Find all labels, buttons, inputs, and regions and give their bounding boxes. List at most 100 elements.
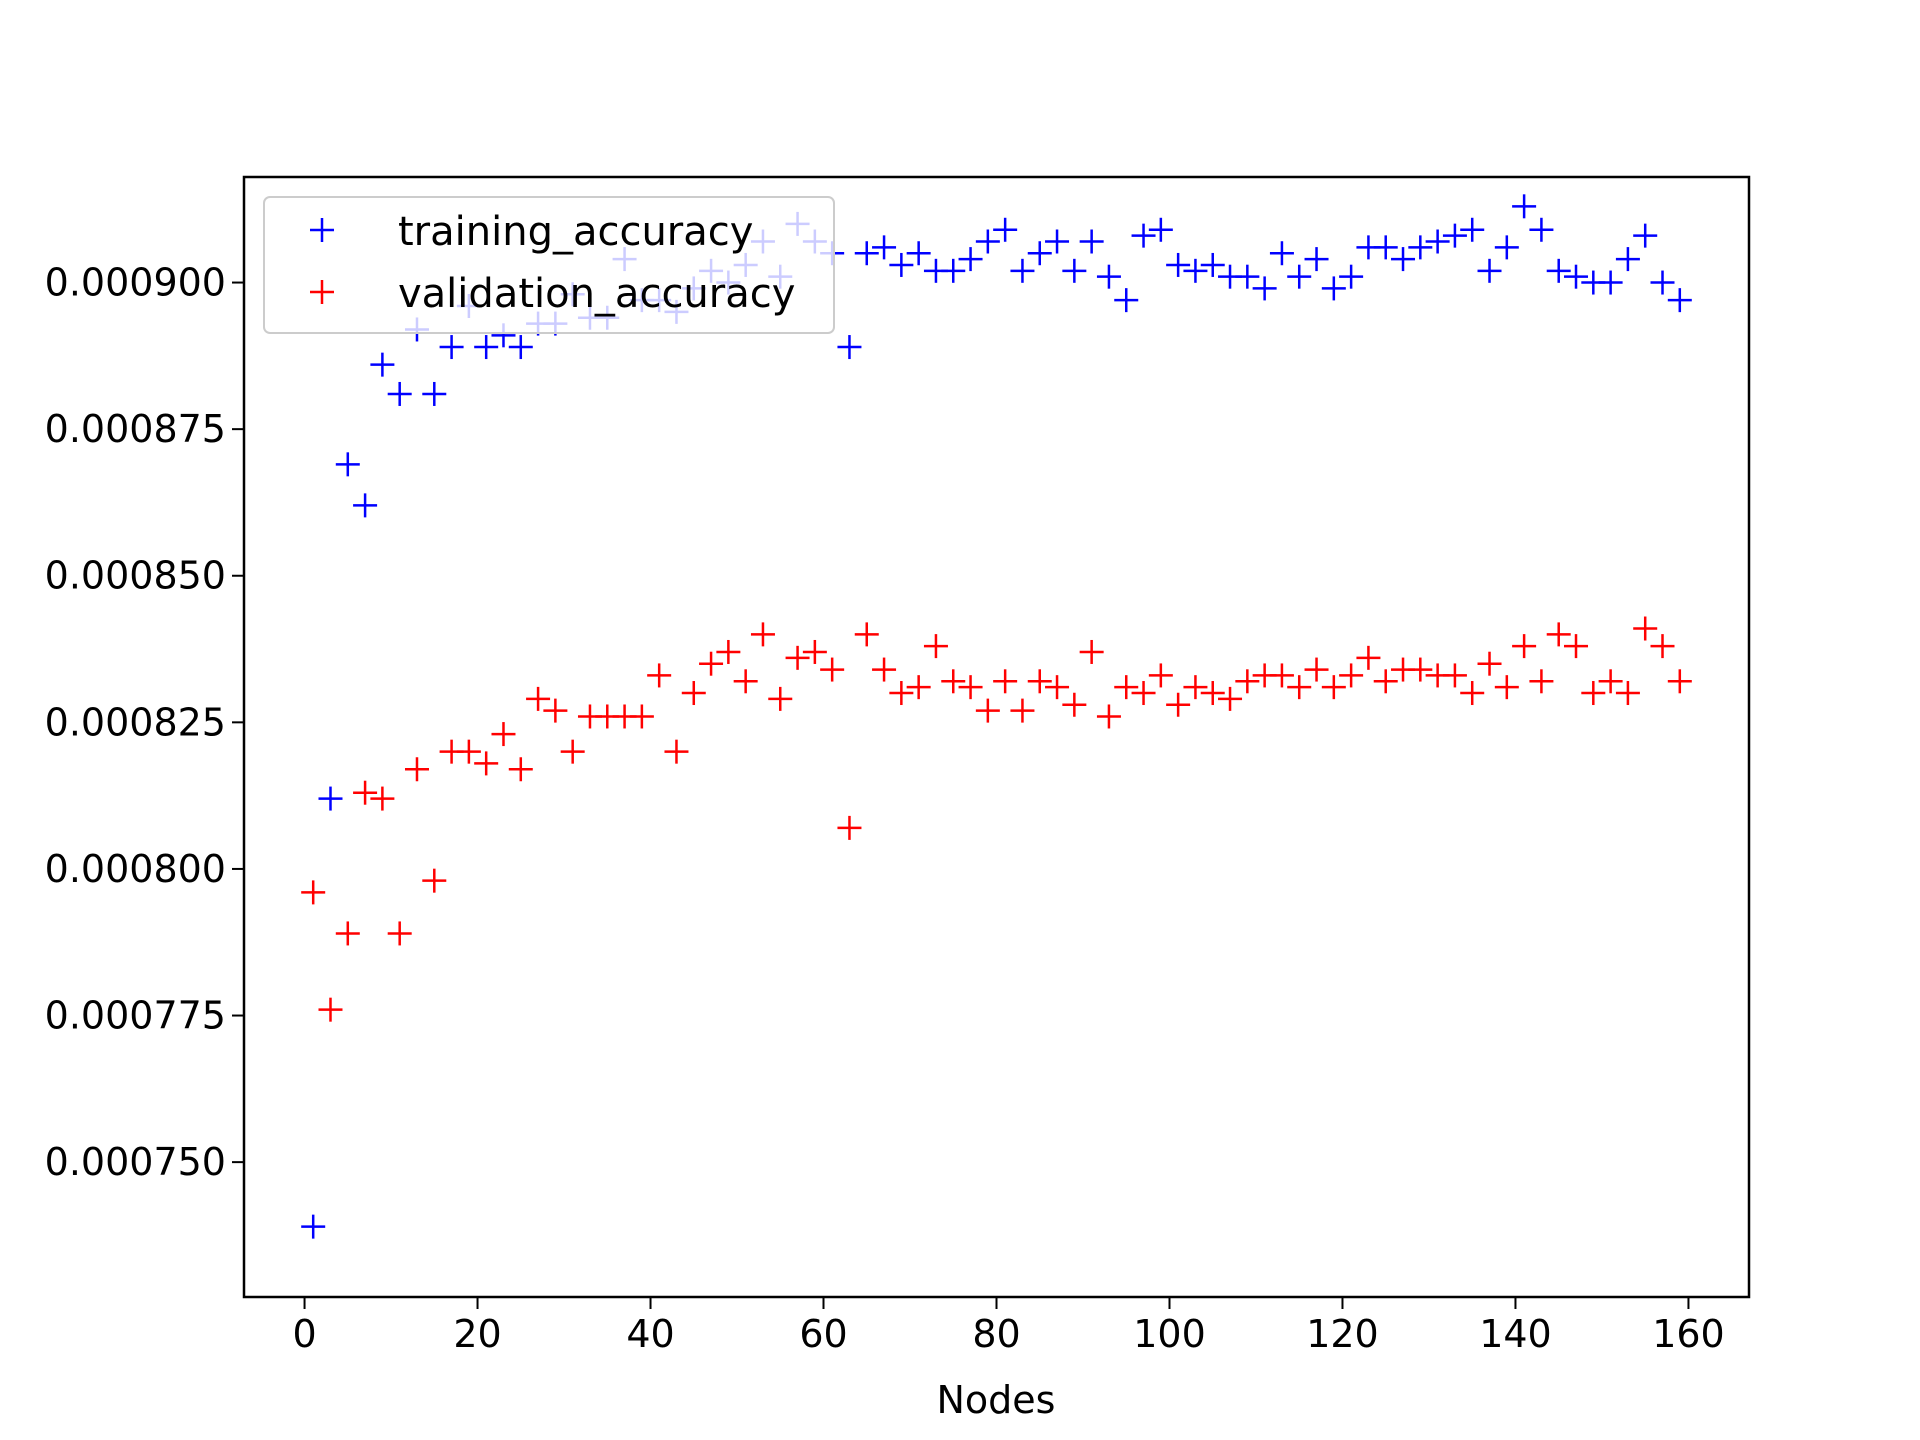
y-tick-label: 0.000875 [45, 407, 226, 451]
data-point [508, 757, 533, 782]
data-point [1373, 235, 1398, 260]
data-point [958, 675, 983, 700]
plot-area-frame [242, 175, 1751, 1299]
data-point [1235, 264, 1260, 289]
data-point [1391, 247, 1416, 272]
y-tick-label: 0.000900 [45, 261, 226, 305]
data-point [975, 698, 1000, 723]
data-point [647, 663, 672, 688]
data-point [1131, 681, 1156, 706]
data-point [1235, 669, 1260, 694]
series-validation_accuracy [301, 616, 1692, 1022]
x-tick-label: 100 [1133, 1312, 1206, 1356]
data-point [335, 921, 360, 946]
data-point [1114, 288, 1139, 313]
data-point [1114, 675, 1139, 700]
y-tick-label: 0.000850 [45, 554, 226, 598]
data-point [1650, 270, 1675, 295]
data-point [889, 252, 914, 277]
data-point [872, 235, 897, 260]
data-point [1529, 217, 1554, 242]
data-point [1321, 276, 1346, 301]
data-point [837, 815, 862, 840]
data-point [733, 669, 758, 694]
data-point [1598, 270, 1623, 295]
data-point [1339, 264, 1364, 289]
data-point [699, 651, 724, 676]
data-point [664, 739, 689, 764]
data-point [404, 757, 429, 782]
data-point [1062, 692, 1087, 717]
data-point [906, 675, 931, 700]
data-point [1529, 669, 1554, 694]
data-point [439, 335, 464, 360]
data-point [958, 247, 983, 272]
data-point [1062, 258, 1087, 283]
legend-marker-glyph [310, 280, 334, 304]
data-point [1564, 264, 1589, 289]
data-point [370, 352, 395, 377]
data-point [1598, 669, 1623, 694]
x-axis-ticks: 0 20 40 60 80 100 120 140 160 [292, 1297, 1725, 1356]
data-point [1667, 669, 1692, 694]
y-tick-label: 0.000750 [45, 1140, 226, 1184]
data-point [526, 686, 551, 711]
data-point [1304, 657, 1329, 682]
data-point [474, 751, 499, 776]
data-point [681, 681, 706, 706]
data-point [1010, 258, 1035, 283]
data-point [1442, 663, 1467, 688]
data-point [802, 639, 827, 664]
data-point [1269, 663, 1294, 688]
data-point [993, 669, 1018, 694]
data-point [854, 241, 879, 266]
data-point [370, 786, 395, 811]
data-point [1131, 223, 1156, 248]
data-point [1460, 217, 1485, 242]
legend: training_accuracy validation_accuracy [263, 196, 835, 334]
legend-marker-training [310, 218, 334, 242]
data-point [1321, 675, 1346, 700]
data-point [318, 786, 343, 811]
data-point [1633, 616, 1658, 641]
data-point [872, 657, 897, 682]
data-point [1477, 258, 1502, 283]
data-point [1512, 194, 1537, 219]
data-point [1183, 675, 1208, 700]
data-point [1252, 276, 1277, 301]
data-point [1339, 663, 1364, 688]
legend-label-training: training_accuracy [398, 209, 753, 255]
data-point [491, 722, 516, 747]
data-point [1477, 651, 1502, 676]
y-tick-label: 0.000825 [45, 700, 226, 744]
data-point [543, 698, 568, 723]
data-point [422, 381, 447, 406]
data-point [1096, 704, 1121, 729]
data-point [941, 669, 966, 694]
data-point [1356, 645, 1381, 670]
data-point [1079, 229, 1104, 254]
data-point [1148, 217, 1173, 242]
data-point [837, 335, 862, 360]
legend-marker-validation [310, 280, 334, 304]
data-point [1615, 681, 1640, 706]
data-point [474, 335, 499, 360]
data-point [1200, 681, 1225, 706]
x-tick-label: 40 [626, 1312, 674, 1356]
data-point [1027, 669, 1052, 694]
data-point [1183, 258, 1208, 283]
x-tick-label: 140 [1479, 1312, 1552, 1356]
data-point [508, 335, 533, 360]
data-point [1581, 681, 1606, 706]
x-tick-label: 120 [1306, 1312, 1379, 1356]
data-point [1200, 252, 1225, 277]
data-point [716, 639, 741, 664]
data-point [993, 217, 1018, 242]
data-point [1027, 241, 1052, 266]
data-point [1512, 634, 1537, 659]
data-point [768, 686, 793, 711]
data-point [1633, 223, 1658, 248]
data-point [1425, 229, 1450, 254]
data-point [906, 241, 931, 266]
data-point [1287, 675, 1312, 700]
